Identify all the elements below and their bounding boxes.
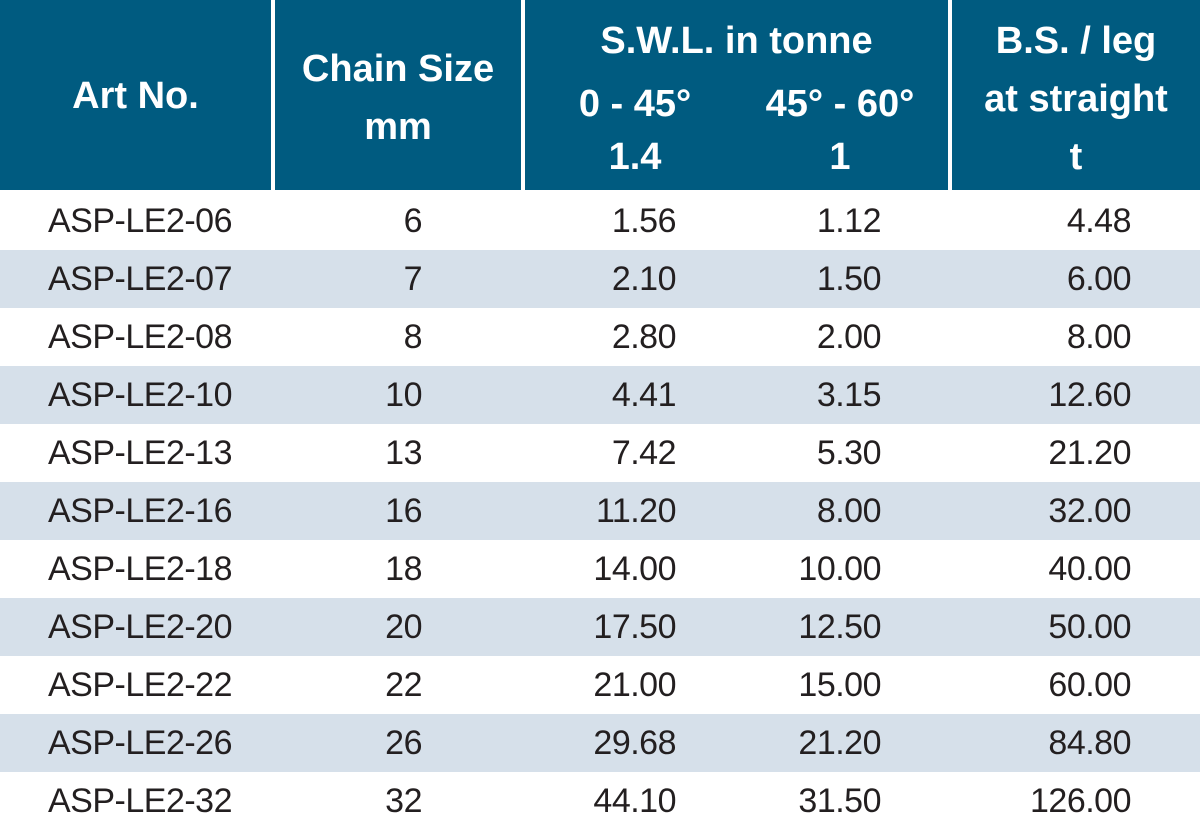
header-chain-size-label: Chain Size <box>301 48 495 90</box>
cell-swl-45-60: 1.50 <box>816 260 882 298</box>
table-row: ASP-LE2-18 18 14.00 10.00 40.00 <box>0 540 1200 598</box>
cell-chain-size: 13 <box>385 434 422 472</box>
table-header: Art No. Chain Size mm S.W.L. in tonne 0 … <box>0 0 1200 192</box>
header-swl-angle-1: 0 - 45° <box>578 83 692 125</box>
table-row: ASP-LE2-32 32 44.10 31.50 126.00 <box>0 772 1200 829</box>
cell-art-no: ASP-LE2-20 <box>48 608 233 646</box>
cell-chain-size: 32 <box>385 782 422 820</box>
header-chain-size: Chain Size mm <box>275 0 521 190</box>
cell-swl-0-45: 2.80 <box>611 318 677 356</box>
header-swl-factor-1: 1.4 <box>608 136 662 178</box>
header-swl-angle-2: 45° - 60° <box>765 83 915 125</box>
cell-chain-size: 18 <box>385 550 422 588</box>
header-chain-size-unit: mm <box>364 106 432 148</box>
cell-swl-45-60: 1.12 <box>816 202 882 240</box>
cell-breaking-strength: 21.20 <box>1048 434 1131 472</box>
cell-swl-45-60: 10.00 <box>798 550 881 588</box>
cell-swl-45-60: 12.50 <box>798 608 881 646</box>
cell-chain-size: 26 <box>385 724 422 762</box>
cell-breaking-strength: 50.00 <box>1048 608 1131 646</box>
cell-swl-0-45: 11.20 <box>595 492 677 530</box>
cell-swl-45-60: 15.00 <box>798 666 881 704</box>
cell-chain-size: 8 <box>403 318 423 356</box>
cell-swl-45-60: 21.20 <box>798 724 881 762</box>
cell-art-no: ASP-LE2-26 <box>48 724 233 762</box>
cell-swl-0-45: 2.10 <box>611 260 677 298</box>
header-bs-line-2: at straight <box>984 78 1168 120</box>
cell-swl-45-60: 5.30 <box>816 434 882 472</box>
cell-swl-0-45: 7.42 <box>611 434 677 472</box>
cell-breaking-strength: 60.00 <box>1048 666 1131 704</box>
table-row: ASP-LE2-10 10 4.41 3.15 12.60 <box>0 366 1200 424</box>
table-row: ASP-LE2-22 22 21.00 15.00 60.00 <box>0 656 1200 714</box>
cell-swl-45-60: 3.15 <box>816 376 882 414</box>
cell-art-no: ASP-LE2-18 <box>48 550 233 588</box>
header-swl-factor-2: 1 <box>829 136 851 178</box>
cell-chain-size: 7 <box>403 260 423 298</box>
cell-swl-0-45: 4.41 <box>611 376 677 414</box>
cell-swl-45-60: 31.50 <box>798 782 881 820</box>
cell-chain-size: 16 <box>385 492 422 530</box>
cell-chain-size: 22 <box>385 666 422 704</box>
table-row: ASP-LE2-20 20 17.50 12.50 50.00 <box>0 598 1200 656</box>
cell-chain-size: 10 <box>385 376 422 414</box>
cell-art-no: ASP-LE2-16 <box>48 492 233 530</box>
cell-chain-size: 20 <box>385 608 422 646</box>
cell-breaking-strength: 32.00 <box>1048 492 1131 530</box>
cell-swl-45-60: 8.00 <box>816 492 882 530</box>
cell-art-no: ASP-LE2-07 <box>48 260 233 298</box>
cell-swl-0-45: 1.56 <box>611 202 677 240</box>
table-row: ASP-LE2-07 7 2.10 1.50 6.00 <box>0 250 1200 308</box>
table-row: ASP-LE2-16 16 11.20 8.00 32.00 <box>0 482 1200 540</box>
cell-art-no: ASP-LE2-10 <box>48 376 233 414</box>
cell-art-no: ASP-LE2-08 <box>48 318 233 356</box>
header-bs-line-3: t <box>1069 136 1083 178</box>
cell-breaking-strength: 12.60 <box>1048 376 1131 414</box>
cell-breaking-strength: 4.48 <box>1066 202 1132 240</box>
header-swl-title: S.W.L. in tonne <box>600 20 873 62</box>
header-breaking-strength: B.S. / leg at straight t <box>952 0 1200 190</box>
cell-breaking-strength: 126.00 <box>1030 782 1132 820</box>
cell-breaking-strength: 6.00 <box>1066 260 1132 298</box>
header-art-no: Art No. <box>0 0 271 190</box>
table-row: ASP-LE2-26 26 29.68 21.20 84.80 <box>0 714 1200 772</box>
cell-swl-0-45: 21.00 <box>593 666 676 704</box>
table-row: ASP-LE2-06 6 1.56 1.12 4.48 <box>0 192 1200 250</box>
cell-art-no: ASP-LE2-06 <box>48 202 233 240</box>
header-art-no-label: Art No. <box>72 75 199 117</box>
table-row: ASP-LE2-08 8 2.80 2.00 8.00 <box>0 308 1200 366</box>
cell-breaking-strength: 8.00 <box>1066 318 1132 356</box>
cell-breaking-strength: 84.80 <box>1048 724 1131 762</box>
header-bs-line-1: B.S. / leg <box>995 20 1157 62</box>
cell-swl-0-45: 29.68 <box>593 724 676 762</box>
cell-swl-0-45: 14.00 <box>593 550 676 588</box>
cell-chain-size: 6 <box>403 202 423 240</box>
table-row: ASP-LE2-13 13 7.42 5.30 21.20 <box>0 424 1200 482</box>
cell-swl-0-45: 17.50 <box>593 608 676 646</box>
header-swl: S.W.L. in tonne 0 - 45° 45° - 60° 1.4 1 <box>525 0 948 190</box>
cell-swl-0-45: 44.10 <box>593 782 676 820</box>
cell-art-no: ASP-LE2-13 <box>48 434 233 472</box>
cell-breaking-strength: 40.00 <box>1048 550 1131 588</box>
table-body: ASP-LE2-06 6 1.56 1.12 4.48 ASP-LE2-07 7… <box>0 192 1200 829</box>
cell-art-no: ASP-LE2-32 <box>48 782 233 820</box>
cell-swl-45-60: 2.00 <box>816 318 882 356</box>
cell-art-no: ASP-LE2-22 <box>48 666 233 704</box>
